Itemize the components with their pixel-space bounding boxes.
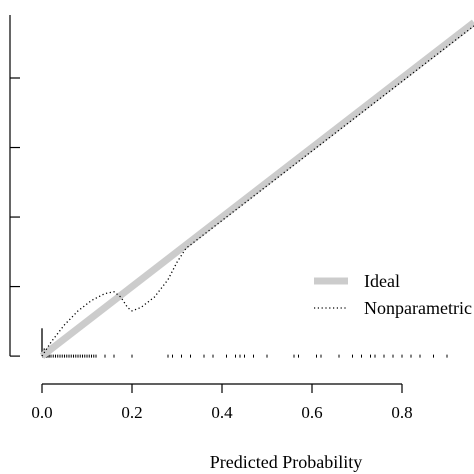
x-tick-label-0.4: 0.4 — [211, 403, 233, 422]
ideal-line — [39, 19, 474, 359]
x-tick-label-0.6: 0.6 — [301, 403, 322, 422]
legend-ideal-label: Ideal — [364, 271, 400, 291]
x-axis: 0.0 0.2 0.4 0.6 0.8 — [31, 383, 413, 422]
rug-marks — [42, 354, 448, 358]
x-ticks: 0.0 0.2 0.4 0.6 0.8 — [31, 384, 413, 422]
x-tick-label-0.8: 0.8 — [391, 403, 412, 422]
legend-nonparametric-label: Nonparametric — [364, 298, 472, 318]
y-ticks — [10, 77, 20, 357]
x-tick-label-0.2: 0.2 — [121, 403, 142, 422]
x-tick-label-0: 0.0 — [31, 403, 52, 422]
y-axis — [9, 15, 20, 357]
nonparametric-line — [41, 25, 474, 357]
legend: Ideal Nonparametric — [314, 271, 472, 318]
x-axis-title: Predicted Probability — [210, 452, 362, 472]
